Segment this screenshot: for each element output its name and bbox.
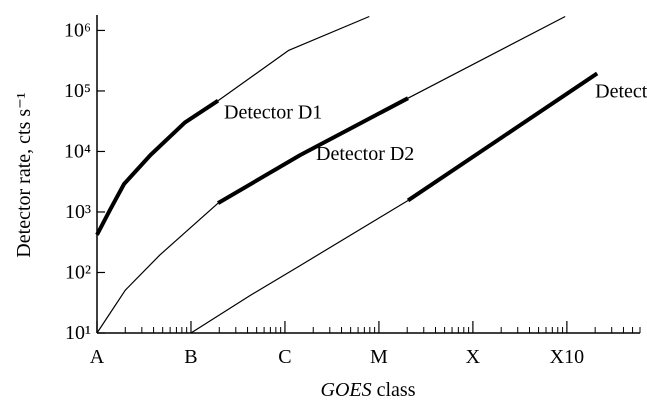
y-tick-label: 10⁶	[64, 19, 91, 41]
x-tick-label: C	[278, 346, 291, 368]
x-axis-label-italic: GOES	[321, 379, 372, 401]
detector-curve	[95, 99, 220, 236]
y-tick-label: 10²	[65, 261, 91, 283]
detector-curve	[96, 202, 219, 334]
detector-curve	[406, 71, 599, 203]
detector-curve	[217, 96, 409, 205]
x-axis-label: GOES class	[321, 379, 416, 401]
x-tick-label: X10	[550, 346, 584, 368]
detector-curve	[217, 15, 370, 102]
series-label: Detector D3	[595, 80, 647, 102]
y-tick-label: 10⁵	[64, 80, 91, 102]
x-tick-label: A	[90, 346, 105, 368]
y-tick-label: 10³	[65, 201, 91, 223]
detector-curve	[190, 199, 409, 334]
y-tick-label: 10¹	[65, 322, 91, 344]
y-axis-label: Detector rate, cts s⁻¹	[13, 92, 35, 257]
x-tick-label: B	[184, 346, 197, 368]
detector-curve	[407, 15, 566, 99]
x-tick-label: M	[370, 346, 388, 368]
x-tick-label: X	[466, 346, 481, 368]
series-label: Detector D1	[224, 102, 322, 124]
series-label: Detector D2	[316, 143, 414, 165]
x-axis-label-rest: class	[377, 379, 416, 401]
y-tick-label: 10⁴	[64, 140, 91, 162]
